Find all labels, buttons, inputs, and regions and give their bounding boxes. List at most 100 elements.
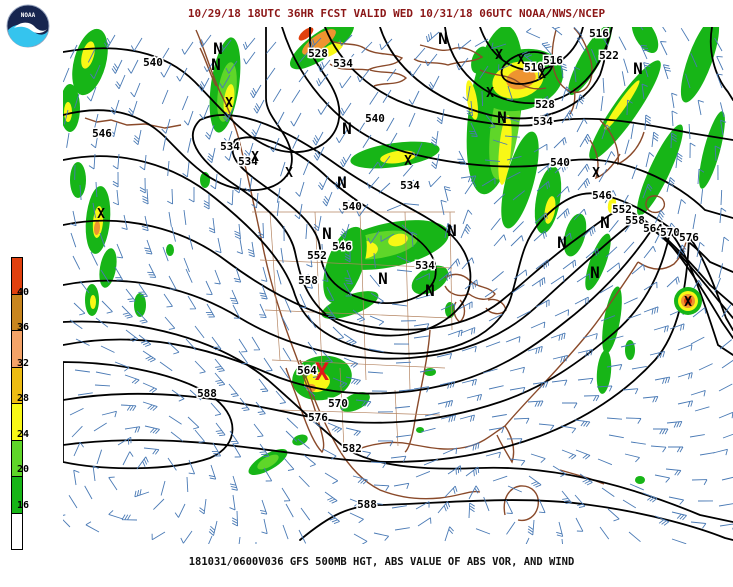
wind-barb [694,406,710,412]
wind-barb [386,204,402,212]
contour-label: 516 [589,27,609,40]
wind-barb [442,447,458,455]
wind-barb [308,37,322,50]
wind-barb [77,392,93,396]
wind-barb [174,503,186,518]
wind-barb [259,443,270,458]
wind-barb [189,389,202,401]
wind-barb [671,511,687,521]
wind-barb [188,187,195,203]
wind-barb [461,345,477,353]
wind-barb [513,269,528,280]
wind-barb [214,269,221,285]
wind-barb [317,101,330,115]
height-contour [63,230,733,424]
wind-barb [211,442,221,457]
wind-barb [266,67,276,81]
wind-barb [355,399,372,407]
wind-barb [456,57,469,71]
wind-barb [677,400,694,408]
height-contour [324,27,733,141]
wind-barb [160,480,166,496]
wind-barb [411,231,418,248]
vorticity-blob [340,392,370,412]
vorticity-red-max-marker: X [315,358,330,386]
wind-barb [554,162,568,174]
colorbar-segment [11,330,23,367]
vorticity-max-marker: X [592,166,600,181]
wind-barb [73,302,86,316]
wind-barb [186,476,189,493]
height-contour [231,136,437,305]
wind-barb [357,69,370,83]
colorbar-segment [11,366,23,403]
wind-barb [223,107,234,123]
wind-barb [257,222,265,239]
colorbar-tick-label: 32 [17,357,30,369]
wind-barb [697,257,703,273]
wind-barb [367,501,383,505]
wind-barb [631,164,638,180]
wind-barb [413,323,430,330]
vorticity-min-marker: N [425,281,435,300]
wind-barb [276,111,285,126]
wind-barb [234,177,242,194]
wind-barb [94,384,111,387]
wind-barb [259,284,268,300]
wind-barb [479,65,489,79]
wind-barb [440,199,447,216]
wind-barb [576,273,591,283]
wind-barb [168,211,172,227]
vorticity-min-marker: N [590,263,600,282]
wind-barb [63,109,69,125]
contour-label: 528 [535,98,555,111]
wind-barb [136,310,148,324]
wind-barb [63,514,71,528]
vorticity-min-marker: N [447,221,457,240]
wind-barb [128,100,138,116]
wind-barb [167,160,170,176]
wind-barb [415,470,431,478]
wind-barb [439,381,456,389]
vorticity-max-marker: X [251,150,259,165]
wind-barb [431,153,440,170]
wind-barb [95,181,98,198]
vorticity-blob [416,427,424,433]
wind-barb [171,226,176,242]
wind-barb [642,396,659,403]
wind-barb [117,436,132,446]
coastline [645,195,666,214]
wind-barb [653,325,669,333]
wind-barb [415,501,430,510]
wind-barb [505,336,521,343]
wind-barb [187,295,197,310]
vorticity-min-marker: N [342,119,352,138]
wind-barb [579,473,593,486]
wind-barb [400,179,415,189]
wind-barb [226,189,234,206]
wind-barb [577,377,594,384]
wind-barb [700,189,704,205]
wind-barb [208,520,218,536]
wind-barb [373,484,390,492]
wind-barb [714,145,721,162]
wind-barb [144,239,153,255]
wind-barb [560,62,568,79]
wind-barb [238,350,248,365]
wind-barb [255,541,257,544]
wind-barb [331,400,347,411]
wind-barb [343,357,359,368]
wind-barb [251,122,262,138]
wind-barb [69,407,84,416]
wind-barb [527,519,535,536]
wind-barb [79,280,90,294]
wind-barb [654,229,666,244]
wind-barb [367,371,384,374]
wind-barb [112,171,119,188]
wind-barb [290,112,302,127]
wind-barb [623,241,635,254]
wind-barb [136,456,149,470]
wind-barb [163,293,173,308]
vorticity-max-marker: X [486,86,494,101]
